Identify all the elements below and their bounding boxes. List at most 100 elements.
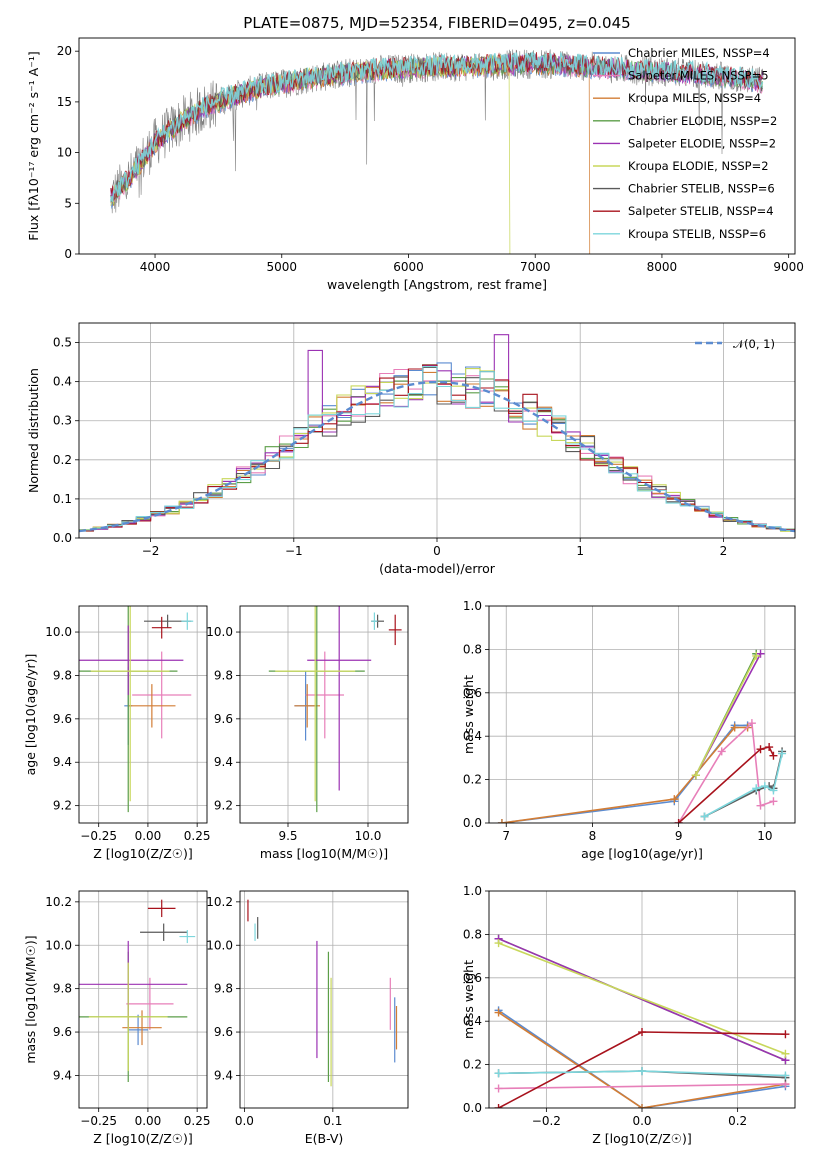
kroupa-stelib-weight-marker — [760, 782, 769, 791]
kroupa-miles-errorbar-point — [294, 684, 320, 728]
x-axis-label: Z [log10(Z/Z☉)] — [592, 1131, 692, 1146]
y-tick-label: 10.2 — [45, 895, 72, 909]
kroupa-elodie-weight-marker — [781, 1049, 790, 1058]
kroupa-stelib-errorbar-point — [371, 612, 378, 630]
x-axis-label: age [log10(age/yr)] — [581, 846, 703, 861]
weight_vs_age-panel: 7 8 9 10 0.0 0.2 0.4 0.6 0.8 1.0 age [log10(age/yr… — [461, 599, 796, 861]
mass_vs_ebv-axes-frame — [239, 890, 409, 1109]
y-axis-label: age [log10(age/yr)] — [23, 654, 38, 776]
y-axis-label: Normed distribution — [26, 368, 41, 493]
y-tick-label: 9.2 — [214, 799, 233, 813]
x-tick-label: 8 — [589, 829, 597, 843]
y-axis-label: mass weight — [461, 675, 476, 754]
legend-label: Chabrier STELIB, NSSP=6 — [628, 182, 775, 196]
y-tick-label: 0.2 — [463, 773, 482, 787]
chabrier-miles-errorbar-point — [128, 1014, 148, 1046]
y-tick-label: 0.0 — [53, 531, 72, 545]
age_vs_mass-axes-frame — [239, 605, 409, 824]
kroupa-stelib-errorbar-point — [179, 930, 196, 944]
y-tick-label: 0.0 — [463, 1101, 482, 1115]
x-tick-label: 0 — [433, 544, 441, 558]
kroupa-miles-weight-marker — [638, 1104, 646, 1108]
x-tick-label: −0.2 — [532, 1114, 561, 1128]
x-tick-label: 4000 — [140, 260, 171, 274]
salpeter-miles-weight-line — [498, 1083, 786, 1090]
kroupa-elodie-errorbar-point — [90, 606, 170, 802]
kroupa-elodie-weight-marker — [494, 939, 503, 948]
y-tick-label: 9.8 — [214, 982, 233, 996]
age_vs_z-panel: −0.25 0.00 0.25 9.2 9.4 9.6 9.8 10.0 Z [log10(Z/… — [23, 605, 211, 861]
y-tick-label: 0.2 — [53, 453, 72, 467]
mass_vs_z-panel: −0.25 0.00 0.25 9.4 9.6 9.8 10.0 10.2 Z [log10(Z… — [23, 890, 211, 1146]
y-tick-label: 9.8 — [53, 982, 72, 996]
x-tick-label: 5000 — [266, 260, 297, 274]
chabrier-stelib-errorbar-point — [140, 923, 188, 941]
mass_vs_z-plot-area — [79, 891, 207, 1108]
y-tick-label: 0.3 — [53, 414, 72, 428]
weight_vs_z-panel: −0.2 0.0 0.2 0.0 0.2 0.4 0.6 0.8 1.0 Z [log10(Z/Z… — [461, 884, 796, 1146]
salpeter-miles-weight-marker — [717, 747, 726, 756]
x-tick-label: 0.00 — [135, 1114, 162, 1128]
spectrum-plot-area — [110, 49, 764, 254]
x-axis-label: mass [log10(M/M☉)] — [260, 846, 388, 861]
legend-label: Kroupa MILES, NSSP=4 — [628, 91, 761, 105]
kroupa-elodie-weight-marker — [752, 651, 761, 660]
y-tick-label: 9.6 — [214, 712, 233, 726]
salpeter-elodie-weight-line — [498, 937, 786, 1062]
y-tick-label: 1.0 — [463, 599, 482, 613]
x-tick-label: 1 — [576, 544, 584, 558]
y-tick-label: 9.2 — [53, 799, 72, 813]
x-tick-label: 0.0 — [235, 1114, 254, 1128]
salpeter-stelib-weight-marker — [769, 751, 778, 760]
salpeter-stelib-weight-marker — [756, 745, 765, 754]
salpeter-miles-weight-marker — [747, 719, 756, 728]
kroupa-stelib-weight-marker — [769, 786, 778, 795]
kroupa-miles-weight-marker — [670, 795, 679, 804]
salpeter-stelib-weight-marker — [674, 819, 683, 823]
y-tick-label: 0.4 — [463, 729, 482, 743]
legend-label: Salpeter MILES, NSSP=5 — [628, 69, 769, 83]
salpeter-miles-errorbar-point — [305, 651, 344, 739]
x-tick-label: 6000 — [393, 260, 424, 274]
y-tick-label: 10.0 — [206, 938, 233, 952]
y-tick-label: 0.2 — [463, 1058, 482, 1072]
age_vs_mass-plot-area — [240, 606, 408, 823]
salpeter-miles-weight-marker — [494, 1084, 503, 1093]
salpeter-stelib-errorbar-point — [151, 616, 172, 639]
chabrier-miles-weight-line — [498, 1009, 786, 1108]
residuals-plot-area — [79, 323, 795, 538]
y-tick-label: 10 — [57, 146, 72, 160]
x-tick-label: 2 — [720, 544, 728, 558]
y-tick-label: 0.4 — [53, 375, 72, 389]
salpeter-elodie-errorbar-point — [307, 606, 372, 791]
salpeter-stelib-weight-marker — [494, 1104, 503, 1108]
kroupa-miles-weight-line — [498, 1011, 786, 1108]
x-tick-label: −1 — [285, 544, 303, 558]
y-tick-label: 15 — [57, 95, 72, 109]
x-tick-label: 8000 — [647, 260, 678, 274]
spectrum-panel: 4000 5000 6000 7000 8000 9000 0 5 10 15 20 waveleng… — [26, 37, 804, 292]
weight_vs_age-plot-area — [489, 606, 795, 823]
legend-label: 𝒩(0, 1) — [733, 337, 775, 351]
y-tick-label: 9.4 — [53, 755, 72, 769]
y-tick-label: 5 — [64, 196, 72, 210]
y-tick-label: 0.1 — [53, 492, 72, 506]
salpeter-miles-errorbar-point — [126, 977, 174, 1030]
x-tick-label: 10.0 — [355, 829, 382, 843]
kroupa-miles-errorbar-point — [128, 684, 176, 728]
mass_vs_z-axes-frame — [78, 890, 208, 1109]
kroupa-stelib-series-line — [110, 51, 764, 202]
x-tick-label: −2 — [142, 544, 160, 558]
y-tick-label: 0.6 — [463, 971, 482, 985]
x-tick-label: 9 — [675, 829, 683, 843]
salpeter-elodie-errorbar-point — [79, 625, 184, 695]
salpeter-stelib-errorbar-point — [147, 899, 176, 918]
residuals-panel: −2 −1 0 1 2 0.0 0.1 0.2 0.3 0.4 0.5 (data-model)/er… — [26, 322, 796, 576]
kroupa-stelib-weight-marker — [752, 784, 761, 793]
kroupa-miles-weight-marker — [730, 723, 739, 732]
x-axis-label: (data-model)/error — [379, 561, 496, 576]
salpeter-stelib-weight-marker — [765, 743, 774, 752]
kroupa-miles-errorbar-point — [122, 1010, 162, 1046]
x-tick-label: 10 — [757, 829, 772, 843]
